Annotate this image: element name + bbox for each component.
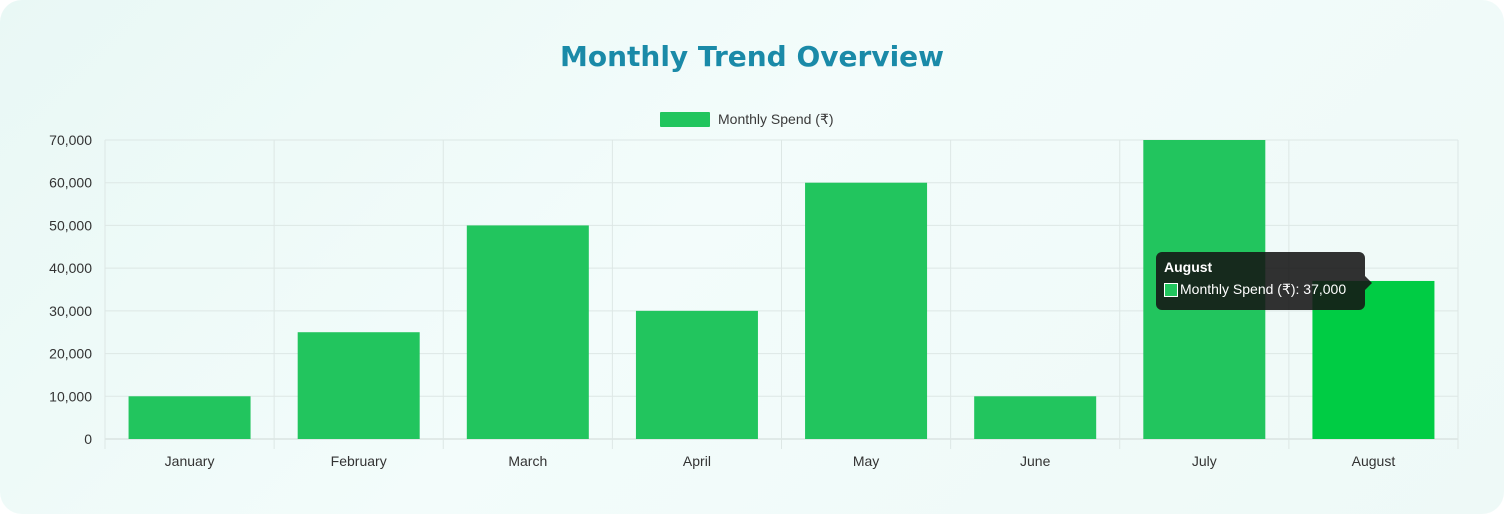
bar-june[interactable] <box>974 396 1097 439</box>
x-tick-label: July <box>1192 453 1217 469</box>
bar-february[interactable] <box>297 332 420 439</box>
x-axis-ticks: January February March April May June July Augu… <box>165 453 1396 469</box>
y-tick-label: 60,000 <box>49 175 92 191</box>
y-tick-label: 50,000 <box>49 217 92 233</box>
y-tick-label: 10,000 <box>49 388 92 404</box>
y-tick-label: 70,000 <box>49 132 92 148</box>
tooltip-label: Monthly Spend (₹): 37,000 <box>1180 281 1347 297</box>
bar-january[interactable] <box>128 396 251 439</box>
y-tick-label: 20,000 <box>49 346 92 362</box>
bar-may[interactable] <box>805 182 928 439</box>
chart-title: Monthly Trend Overview <box>559 40 945 73</box>
legend-label: Monthly Spend (₹) <box>718 111 834 127</box>
y-tick-label: 40,000 <box>49 260 92 276</box>
bar-april[interactable] <box>635 310 758 439</box>
x-tick-label: January <box>165 453 215 469</box>
tooltip-title: August <box>1164 259 1213 275</box>
x-tick-label: February <box>331 453 387 469</box>
chart-tooltip: August Monthly Spend (₹): 37,000 <box>1156 252 1372 310</box>
bars <box>128 140 1435 439</box>
tooltip-swatch <box>1164 282 1178 297</box>
x-tick-label: May <box>853 453 879 469</box>
tooltip-caret <box>1365 276 1372 290</box>
x-tick-label: August <box>1352 453 1396 469</box>
y-tick-label: 0 <box>84 431 92 447</box>
x-tick-label: June <box>1020 453 1051 469</box>
x-tick-label: March <box>508 453 547 469</box>
tooltip-row: Monthly Spend (₹): 37,000 <box>1164 281 1357 298</box>
legend[interactable]: Monthly Spend (₹) <box>660 111 834 127</box>
y-tick-label: 30,000 <box>49 303 92 319</box>
y-axis-ticks: 0 10,000 20,000 30,000 40,000 50,000 60,000 70,… <box>49 132 92 447</box>
bar-march[interactable] <box>466 225 589 439</box>
x-tick-label: April <box>683 453 711 469</box>
legend-swatch <box>660 112 710 127</box>
